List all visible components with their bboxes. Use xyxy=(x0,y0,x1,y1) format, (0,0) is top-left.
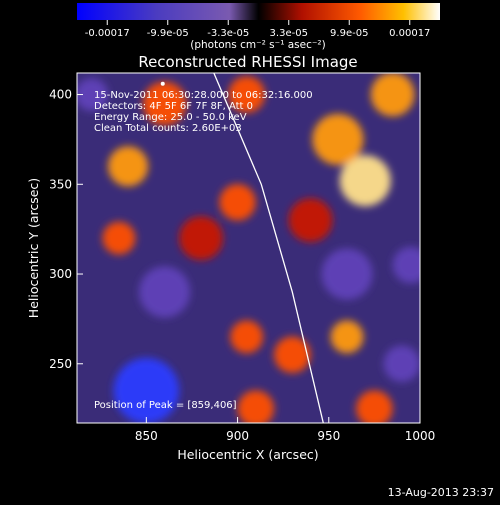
y-axis: 250 300 350 400 xyxy=(49,88,83,371)
chart-title: Reconstructed RHESSI Image xyxy=(138,53,357,71)
heatmap-blob xyxy=(356,390,393,423)
x-tick-label: 850 xyxy=(135,429,158,443)
colorbar-tick-label: 0.00017 xyxy=(389,28,430,39)
peak-marker xyxy=(160,81,165,86)
y-axis-label: Heliocentric Y (arcsec) xyxy=(26,178,41,318)
x-tick-label: 900 xyxy=(226,429,249,443)
heatmap-blob xyxy=(383,345,420,383)
heatmap-blob xyxy=(139,266,191,318)
peak-position-label: Position of Peak = [859,406] xyxy=(94,400,237,411)
colorbar-tick-label: 9.9e-05 xyxy=(330,28,368,39)
heatmap-blob xyxy=(321,248,373,300)
annotation-energy-range: Energy Range: 25.0 - 50.0 keV xyxy=(94,112,247,123)
colorbar-tick-label: 3.3e-05 xyxy=(270,28,308,39)
heatmap-blob xyxy=(237,390,275,423)
colorbar xyxy=(77,3,440,20)
y-tick-label: 400 xyxy=(49,88,72,102)
annotation-time-range: 15-Nov-2011 06:30:28.000 to 06:32:16.000 xyxy=(94,90,313,101)
heatmap-blob xyxy=(288,198,333,243)
colorbar-ticks: -0.00017 -9.9e-05 -3.3e-05 3.3e-05 9.9e-05 0.… xyxy=(85,20,430,39)
heatmap-blob xyxy=(228,76,265,113)
heatmap-blob xyxy=(370,73,415,117)
heatmap-blob xyxy=(102,221,136,255)
heatmap xyxy=(77,73,420,423)
heatmap-blob xyxy=(179,216,223,261)
heatmap-blob xyxy=(142,81,187,126)
heatmap-blob xyxy=(330,320,364,354)
heatmap-blob xyxy=(312,113,364,165)
y-tick-label: 250 xyxy=(49,357,72,371)
colorbar-tick-label: -9.9e-05 xyxy=(147,28,189,39)
heatmap-blob xyxy=(274,336,311,374)
heatmap-blob xyxy=(108,146,149,187)
heatmap-blob xyxy=(77,78,109,111)
footer-timestamp: 13-Aug-2013 23:37 xyxy=(387,486,494,499)
solar-limb-curve xyxy=(213,73,324,423)
colorbar-units: (photons cm⁻² s⁻¹ asec⁻²) xyxy=(190,39,325,51)
annotation-counts: Clean Total counts: 2.60E+03 xyxy=(94,123,242,134)
heatmap-blob xyxy=(230,320,264,354)
y-tick-label: 300 xyxy=(49,267,72,281)
x-tick-label: 1000 xyxy=(405,429,436,443)
x-tick-label: 950 xyxy=(317,429,340,443)
plot-frame xyxy=(76,72,421,424)
annotation-block: 15-Nov-2011 06:30:28.000 to 06:32:16.000… xyxy=(94,90,313,134)
heatmap-blob xyxy=(339,155,391,207)
y-tick-label: 350 xyxy=(49,177,72,191)
heatmap-blob xyxy=(219,183,256,221)
heatmap-blob xyxy=(113,357,180,423)
annotation-detectors: Detectors: 4F 5F 6F 7F 8F, Att 0 xyxy=(94,101,253,112)
x-axis-label: Heliocentric X (arcsec) xyxy=(177,447,318,462)
x-axis: 850 900 950 1000 xyxy=(135,417,435,443)
colorbar-tick-label: -0.00017 xyxy=(85,28,130,39)
colorbar-tick-label: -3.3e-05 xyxy=(207,28,249,39)
heatmap-blob xyxy=(392,246,420,284)
